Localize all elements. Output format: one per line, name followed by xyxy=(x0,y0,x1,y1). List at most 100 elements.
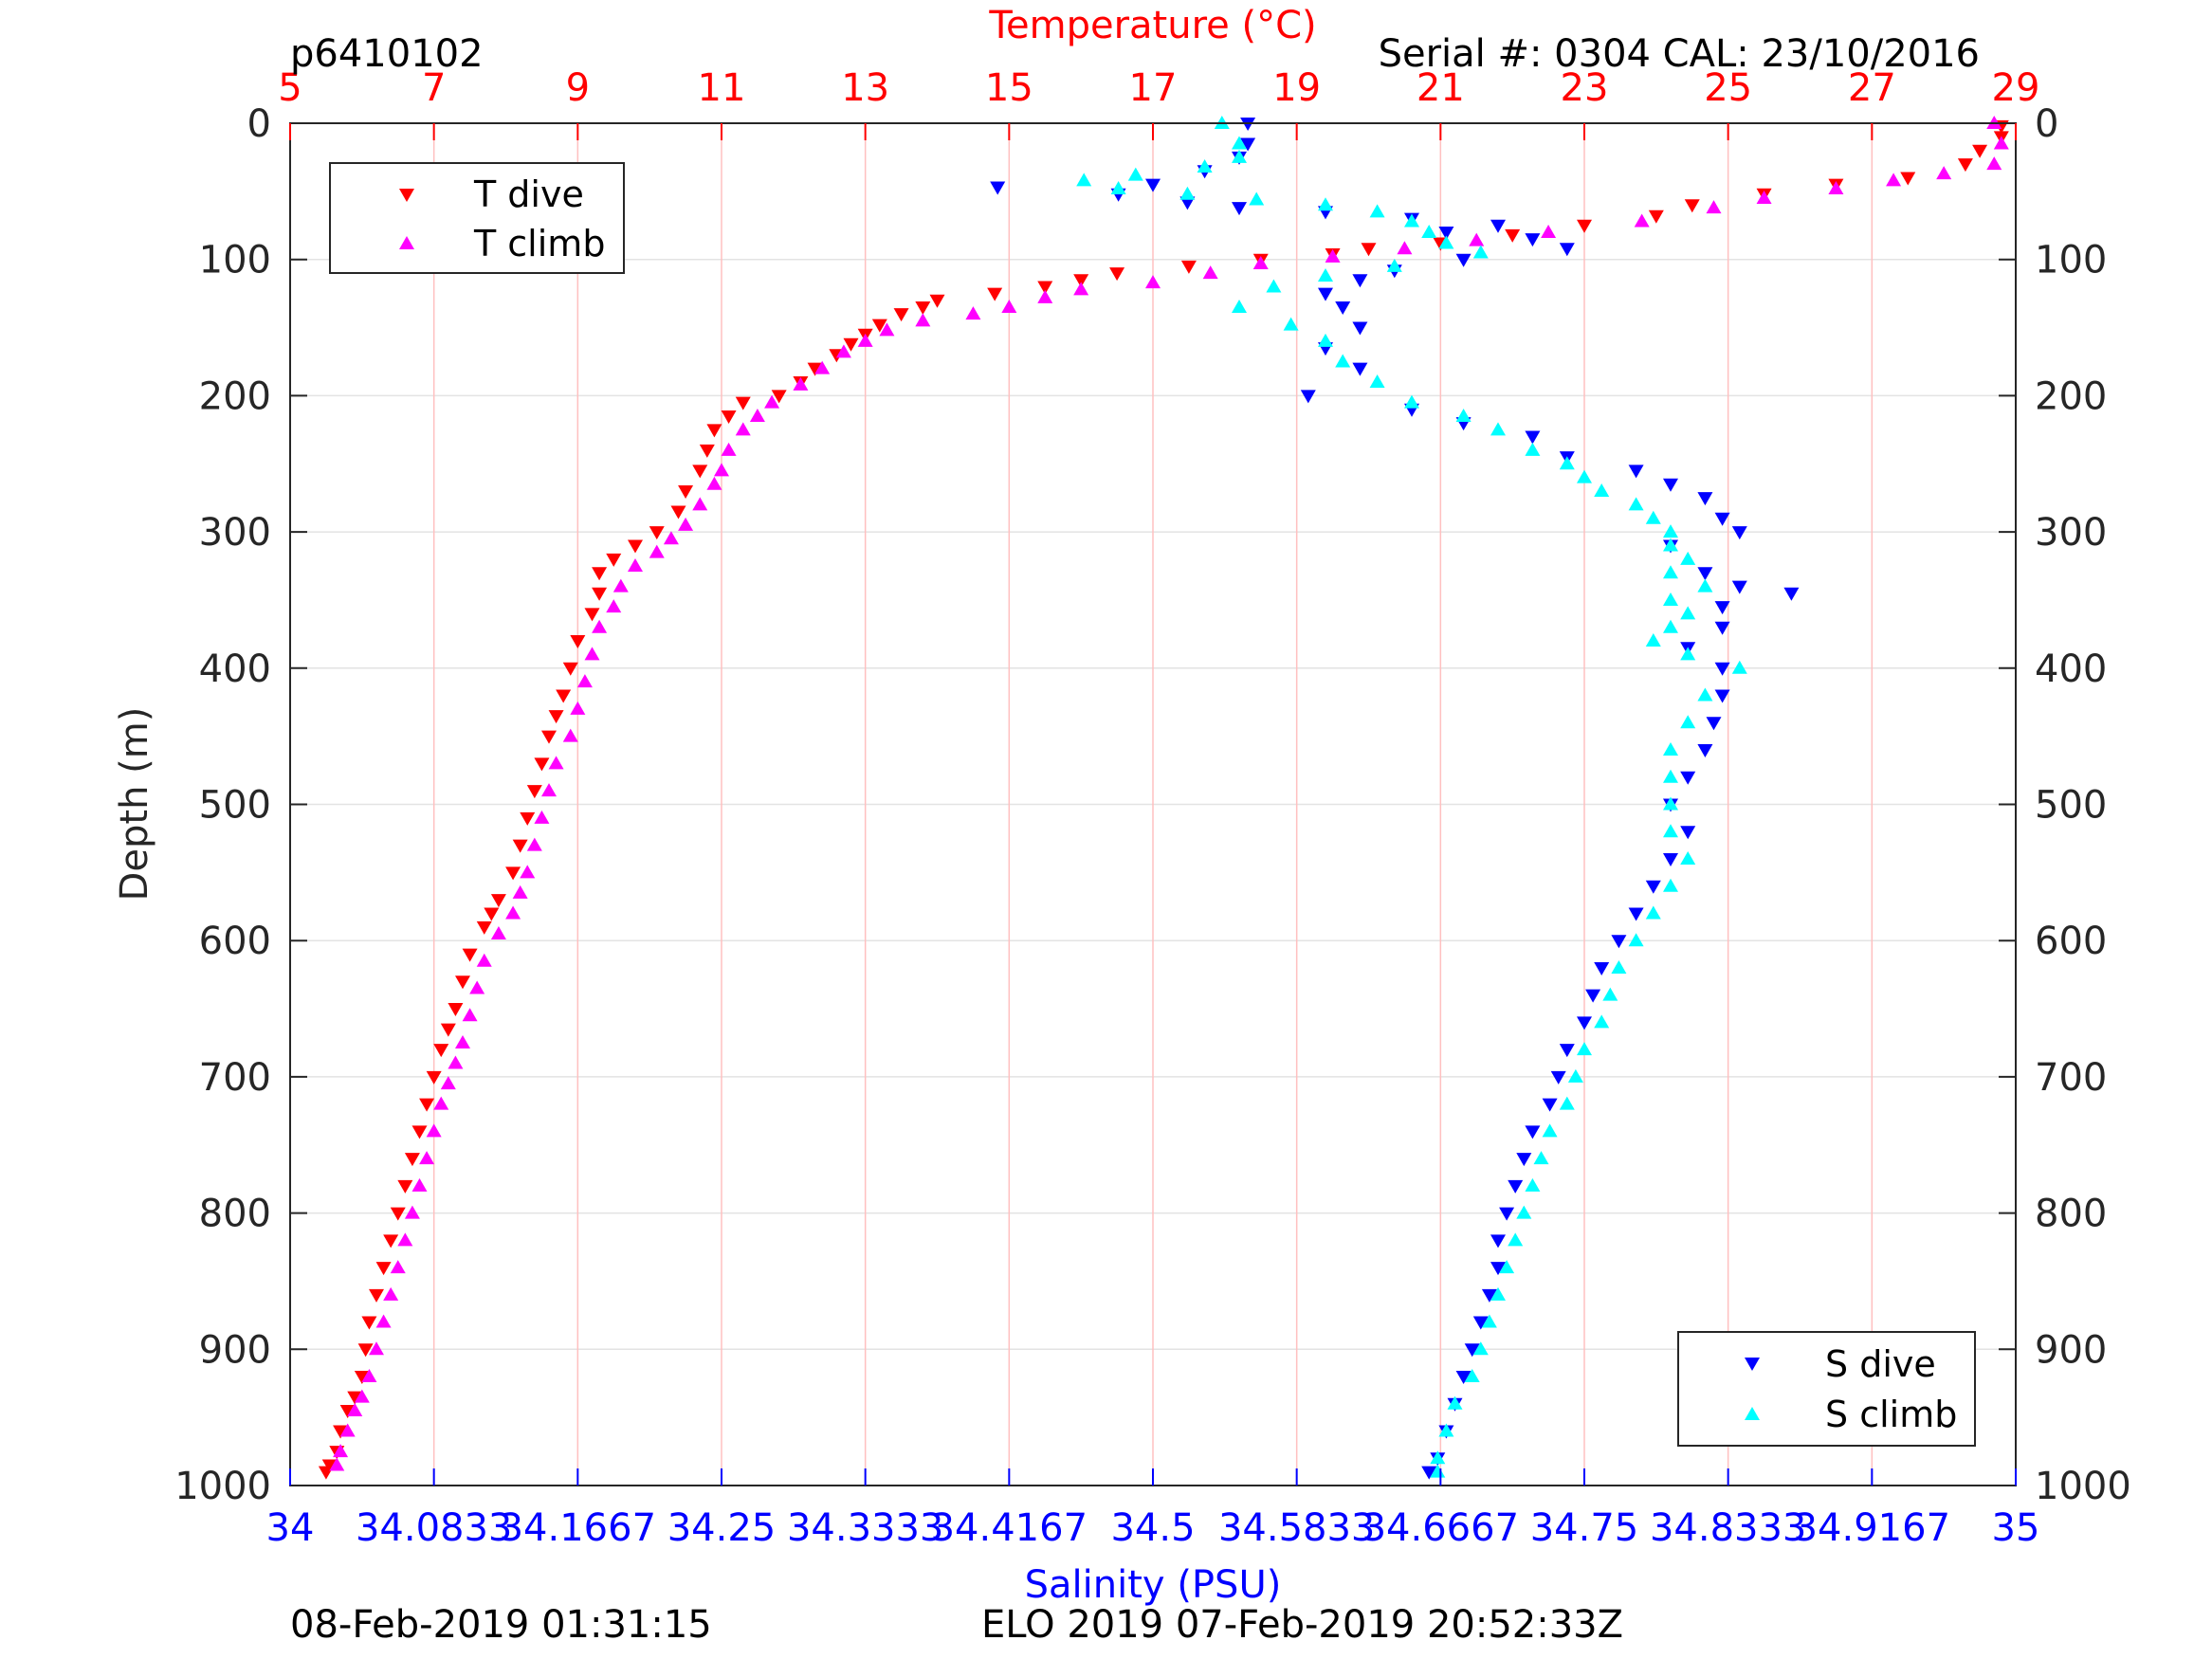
data-point-t-climb xyxy=(1202,265,1218,280)
data-point-s-climb xyxy=(1421,224,1437,238)
data-point-t-climb xyxy=(419,1151,435,1165)
data-point-s-dive xyxy=(1145,178,1161,192)
temperature-tick-label: 25 xyxy=(1704,66,1752,110)
data-point-t-dive xyxy=(735,396,751,410)
data-point-s-dive xyxy=(1628,907,1644,921)
data-point-s-climb xyxy=(1697,578,1713,592)
data-point-t-dive xyxy=(1037,281,1053,295)
data-point-t-dive xyxy=(628,539,643,554)
footer-mission-label: ELO 2019 07-Feb-2019 20:52:33Z xyxy=(981,1603,1623,1647)
data-point-s-dive xyxy=(1525,1125,1541,1139)
data-point-t-dive xyxy=(556,689,572,703)
data-point-s-dive xyxy=(1490,1234,1506,1249)
profile-id: p6410102 xyxy=(290,32,484,76)
temperature-tick-label: 27 xyxy=(1848,66,1896,110)
data-point-t-dive xyxy=(397,1179,413,1194)
salinity-axis-title: Salinity (PSU) xyxy=(1025,1563,1282,1607)
data-point-t-climb xyxy=(383,1286,399,1301)
data-point-s-dive xyxy=(1240,137,1256,152)
y-tick-label-left: 100 xyxy=(199,239,271,283)
legend-marker-t-dive xyxy=(399,189,414,202)
y-tick-label-right: 500 xyxy=(2035,784,2107,828)
data-point-s-climb xyxy=(1481,1314,1497,1328)
data-point-t-climb xyxy=(1325,248,1341,263)
data-point-t-dive xyxy=(706,424,722,438)
data-point-t-climb xyxy=(1073,282,1089,296)
footer-timestamp: 08-Feb-2019 01:31:15 xyxy=(290,1603,712,1647)
data-point-t-dive xyxy=(649,526,665,540)
data-point-t-climb xyxy=(879,322,895,337)
legend-label-s-dive: S dive xyxy=(1825,1343,1936,1385)
data-point-t-dive xyxy=(448,1003,464,1017)
data-point-t-dive xyxy=(426,1070,442,1085)
data-point-t-dive xyxy=(548,710,564,724)
data-point-s-dive xyxy=(1232,202,1247,216)
data-point-t-dive xyxy=(584,608,600,622)
temperature-tick-label: 11 xyxy=(698,66,746,110)
data-point-t-dive xyxy=(562,662,578,676)
data-point-s-climb xyxy=(1404,394,1419,409)
data-point-t-climb xyxy=(505,905,521,920)
data-point-t-climb xyxy=(749,408,765,422)
legend-marker-t-climb xyxy=(399,236,414,249)
y-tick-label-left: 900 xyxy=(199,1328,271,1372)
data-point-s-dive xyxy=(1352,321,1368,336)
data-point-t-dive xyxy=(433,1044,449,1058)
data-point-s-climb xyxy=(1628,933,1644,947)
data-point-t-climb xyxy=(369,1341,384,1356)
data-point-s-climb xyxy=(1645,905,1661,920)
data-point-s-dive xyxy=(1714,601,1730,615)
data-point-t-dive xyxy=(455,975,470,990)
data-point-t-dive xyxy=(383,1234,399,1249)
data-point-s-climb xyxy=(1594,483,1610,497)
data-point-s-climb xyxy=(1490,422,1506,436)
temperature-tick-label: 17 xyxy=(1129,66,1178,110)
data-point-t-climb xyxy=(512,884,528,899)
data-point-s-climb xyxy=(1369,374,1385,389)
data-point-s-dive xyxy=(1318,287,1333,301)
y-tick-label-left: 600 xyxy=(199,920,271,963)
temperature-tick-label: 13 xyxy=(841,66,889,110)
temperature-tick-label: 23 xyxy=(1561,66,1609,110)
y-tick-label-right: 0 xyxy=(2035,102,2058,146)
data-point-s-climb xyxy=(1318,267,1333,282)
data-point-t-dive xyxy=(699,444,715,458)
data-point-t-dive xyxy=(490,894,506,908)
data-point-s-climb xyxy=(1499,1260,1515,1274)
data-point-s-climb xyxy=(1525,442,1541,456)
y-tick-label-right: 900 xyxy=(2035,1328,2107,1372)
y-tick-label-right: 1000 xyxy=(2035,1465,2131,1508)
data-point-t-climb xyxy=(1397,241,1413,255)
salinity-legend: S dive S climb xyxy=(1677,1331,1976,1447)
data-point-s-climb xyxy=(1232,299,1247,313)
data-point-t-dive xyxy=(520,811,536,826)
data-point-t-climb xyxy=(339,1423,356,1437)
y-tick-label-right: 100 xyxy=(2035,239,2107,283)
y-tick-label-right: 600 xyxy=(2035,920,2107,963)
data-point-s-climb xyxy=(1542,1123,1558,1138)
temperature-legend-box xyxy=(329,162,625,274)
y-tick-label-right: 800 xyxy=(2035,1193,2107,1236)
data-point-t-dive xyxy=(915,301,931,315)
data-point-t-dive xyxy=(1972,144,1988,158)
data-point-t-dive xyxy=(592,587,608,601)
data-point-t-dive xyxy=(526,785,542,799)
data-point-t-dive xyxy=(670,505,686,520)
data-point-s-dive xyxy=(1352,274,1368,288)
data-point-t-climb xyxy=(1886,173,1902,187)
salinity-tick-label: 34.6667 xyxy=(1362,1506,1519,1550)
data-point-t-climb xyxy=(628,558,643,573)
y-tick-label-left: 0 xyxy=(247,102,271,146)
data-point-s-climb xyxy=(1577,469,1592,483)
data-point-t-dive xyxy=(357,1343,374,1358)
data-point-s-climb xyxy=(1318,197,1333,211)
data-point-s-climb xyxy=(1577,1042,1592,1056)
legend-marker-s-climb xyxy=(1745,1407,1760,1420)
data-point-s-dive xyxy=(1628,465,1644,479)
data-point-t-dive xyxy=(1957,158,1973,173)
data-point-t-climb xyxy=(1634,213,1650,228)
data-markers xyxy=(318,116,2009,1480)
data-point-s-dive xyxy=(1714,512,1730,526)
data-point-s-dive xyxy=(1516,1153,1532,1167)
salinity-tick-label: 34.1667 xyxy=(500,1506,656,1550)
